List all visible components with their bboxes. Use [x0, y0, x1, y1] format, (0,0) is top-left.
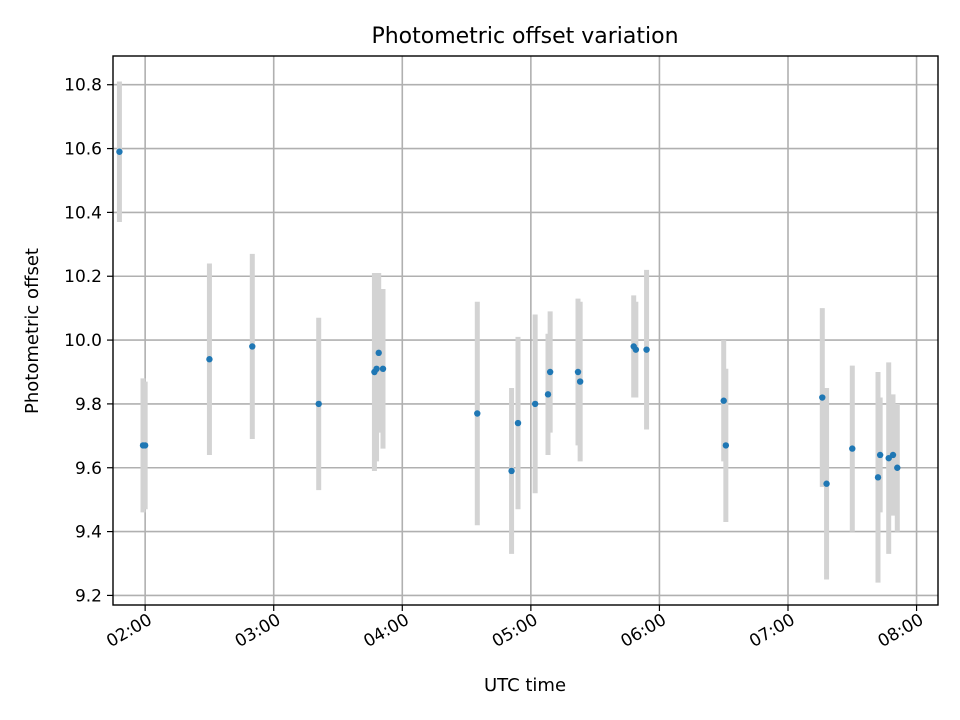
- data-point: [876, 451, 884, 459]
- y-tick-label: 10.8: [64, 76, 102, 96]
- data-point: [632, 346, 640, 353]
- x-tick-label: 07:00: [746, 610, 798, 652]
- data-point: [823, 480, 830, 487]
- data-point: [720, 397, 727, 404]
- data-point: [576, 378, 584, 385]
- data-point: [508, 467, 515, 475]
- data-point: [206, 356, 213, 363]
- y-tick-label: 9.6: [75, 459, 102, 479]
- x-tick-label: 04:00: [360, 610, 412, 652]
- data-point: [531, 400, 539, 408]
- y-tick-label: 10.6: [64, 140, 102, 160]
- data-point: [375, 349, 382, 357]
- data-point: [116, 148, 123, 155]
- data-point: [249, 343, 256, 350]
- grid-lines: [113, 56, 938, 605]
- data-point: [514, 419, 522, 427]
- data-point: [849, 445, 856, 452]
- data-point: [474, 410, 481, 417]
- data-point: [315, 400, 322, 408]
- x-tick-label: 08:00: [875, 610, 927, 652]
- y-axis-ticks: 9.2 9.4 9.6 9.8 10.0 10.2 10.4 10.6 10.8: [64, 76, 113, 606]
- x-tick-label: 03:00: [232, 610, 284, 652]
- y-tick-label: 9.4: [75, 523, 102, 543]
- data-point: [643, 346, 650, 353]
- data-point: [874, 474, 882, 481]
- y-tick-label: 10.2: [64, 267, 102, 287]
- data-point: [574, 368, 582, 376]
- y-tick-label: 10.4: [64, 203, 102, 223]
- data-point: [894, 464, 901, 471]
- y-tick-label: 10.0: [64, 331, 102, 351]
- x-axis-ticks: 02:00 03:00 04:00 05:00 06:00 07:00 08:00: [103, 605, 927, 652]
- plot-area-frame: [112, 55, 939, 606]
- y-tick-label: 9.2: [75, 586, 102, 606]
- data-point: [546, 368, 554, 376]
- data-point: [141, 442, 149, 449]
- data-point: [373, 365, 380, 373]
- x-tick-label: 06:00: [617, 610, 669, 652]
- y-axis-label: Photometric offset: [22, 248, 43, 414]
- error-bars: [116, 81, 900, 583]
- data-point: [379, 365, 387, 373]
- chart-title: Photometric offset variation: [371, 24, 678, 49]
- x-axis-label: UTC time: [484, 675, 566, 696]
- y-tick-label: 9.8: [75, 395, 102, 415]
- data-point: [722, 442, 730, 449]
- x-tick-label: 05:00: [489, 610, 541, 652]
- x-tick-label: 02:00: [103, 610, 155, 652]
- data-point: [889, 451, 897, 459]
- data-points: [116, 148, 901, 487]
- data-point: [819, 394, 826, 401]
- data-point: [544, 391, 552, 398]
